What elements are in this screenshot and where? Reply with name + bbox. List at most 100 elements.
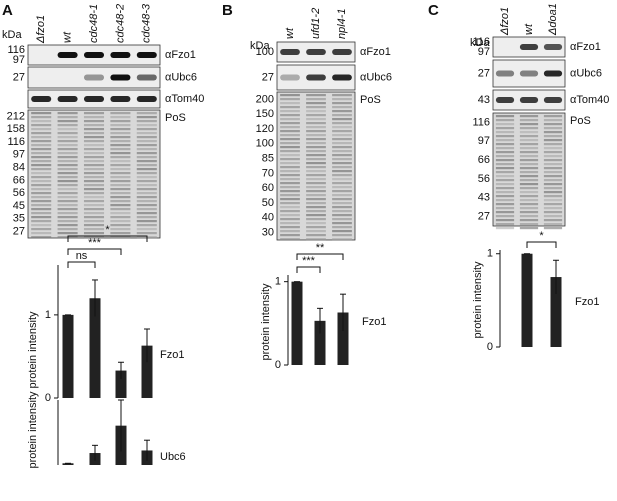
lane-label: ufd1-2 [310, 8, 322, 39]
blot-stripe [332, 198, 352, 201]
blot-stripe [57, 136, 78, 139]
series-label: Fzo1 [575, 296, 599, 308]
panel-letter: B [222, 2, 233, 19]
kda-marker: 158 [7, 123, 25, 135]
blot-stripe [83, 200, 105, 203]
kda-marker: 100 [256, 138, 274, 150]
bar [62, 463, 74, 465]
kda-marker: 150 [256, 108, 274, 120]
blot-stripe [495, 123, 515, 126]
significance-bracket [67, 248, 122, 255]
blot-stripe [110, 184, 131, 187]
y-axis-title: protein intensity [472, 261, 484, 339]
blot-stripe [543, 139, 563, 142]
band [519, 44, 539, 50]
blot-stripe [83, 148, 105, 151]
blot [27, 66, 161, 89]
blot-stripe [110, 116, 131, 119]
lane-label: wt [62, 31, 74, 43]
blot-stripe [57, 200, 78, 203]
blot-stripe [306, 230, 326, 233]
blot-stripe [57, 208, 78, 211]
y-tick-label: 1 [275, 276, 281, 288]
blot-stripe [31, 220, 52, 223]
blot-stripe [495, 195, 515, 198]
blot-stripe [519, 123, 539, 126]
blot-stripe [110, 140, 131, 143]
blot-stripe [83, 180, 105, 183]
blot-stripe [519, 171, 539, 174]
blot-stripe [136, 192, 157, 195]
blot-stripe [543, 159, 563, 162]
blot-stripe [332, 174, 352, 177]
blot-stripe [543, 163, 563, 166]
blot-label: αUbc6 [570, 67, 602, 79]
bar [89, 298, 101, 398]
blot-stripe [543, 119, 563, 122]
blot-stripe [332, 138, 352, 141]
panel-letter: A [2, 2, 13, 19]
kda-marker: 27 [262, 71, 274, 83]
blot-stripe [57, 128, 78, 131]
lane-label: Δfzo1 [35, 15, 47, 44]
blot-stripe [280, 178, 300, 181]
blot-stripe [519, 175, 539, 178]
blot-stripe [519, 203, 539, 206]
blot-stripe [83, 140, 105, 143]
blot-stripe [543, 219, 563, 222]
band [543, 97, 563, 103]
significance-label: * [105, 224, 110, 236]
y-tick-label: 0 [275, 359, 281, 371]
kda-marker: 30 [262, 227, 274, 239]
band [543, 44, 563, 50]
kda-marker: 27 [478, 67, 490, 79]
band [306, 49, 326, 55]
blot-stripe [280, 174, 300, 177]
blot-stripe [136, 232, 157, 235]
blot-stripe [306, 94, 326, 97]
blot-stripe [332, 110, 352, 113]
bar [62, 314, 74, 398]
blot-stripe [332, 150, 352, 153]
blot-stripe [306, 182, 326, 185]
blot-stripe [280, 198, 300, 201]
blot-stripe [519, 139, 539, 142]
band [83, 96, 105, 102]
blot-stripe [280, 98, 300, 101]
blot-stripe [280, 114, 300, 117]
blot-stripe [543, 195, 563, 198]
kda-marker: 97 [13, 54, 25, 66]
significance-label: * [539, 230, 544, 242]
blot-stripe [306, 234, 326, 237]
blot-stripe [57, 228, 78, 231]
blot-stripe [57, 140, 78, 143]
blot-stripe [280, 230, 300, 233]
kda-marker: 97 [13, 149, 25, 161]
blot-stripe [31, 208, 52, 211]
blot-stripe [83, 184, 105, 187]
blot-stripe [83, 124, 105, 127]
blot-stripe [332, 102, 352, 105]
kda-marker: 27 [13, 226, 25, 238]
blot-stripe [57, 232, 78, 235]
blot-stripe [519, 207, 539, 210]
bar [291, 281, 303, 365]
blot-stripe [306, 222, 326, 225]
significance-bracket [526, 241, 557, 248]
blot-stripe [31, 116, 52, 119]
blot-stripe [495, 167, 515, 170]
kda-marker: 116 [472, 36, 490, 48]
blot-stripe [31, 112, 52, 115]
blot-stripe [136, 112, 157, 115]
blot-stripe [136, 124, 157, 127]
blot-stripe [57, 112, 78, 115]
blot-stripe [306, 102, 326, 105]
blot-stripe [543, 199, 563, 202]
blot-stripe [495, 215, 515, 218]
blot-stripe [332, 98, 352, 101]
blot-stripe [306, 130, 326, 133]
significance-label: *** [302, 255, 316, 267]
blot-stripe [280, 118, 300, 121]
blot-stripe [519, 115, 539, 118]
blot-stripe [136, 164, 157, 167]
